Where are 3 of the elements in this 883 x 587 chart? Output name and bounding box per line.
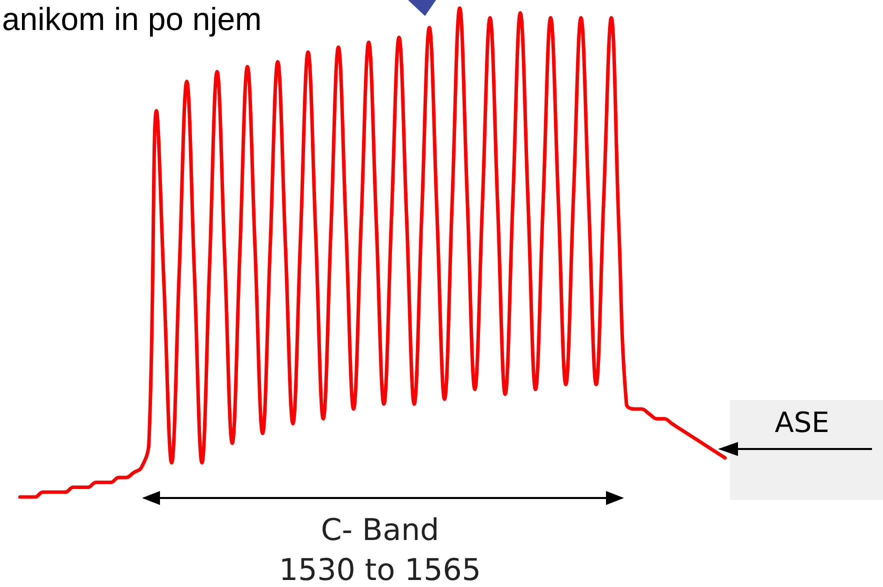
text: ASE <box>774 406 830 439</box>
text: C- Band 1530 to 1565 <box>279 513 481 587</box>
annotation: anikom in po njem <box>2 1 262 37</box>
